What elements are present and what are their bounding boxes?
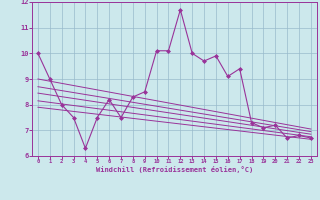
X-axis label: Windchill (Refroidissement éolien,°C): Windchill (Refroidissement éolien,°C) [96,166,253,173]
